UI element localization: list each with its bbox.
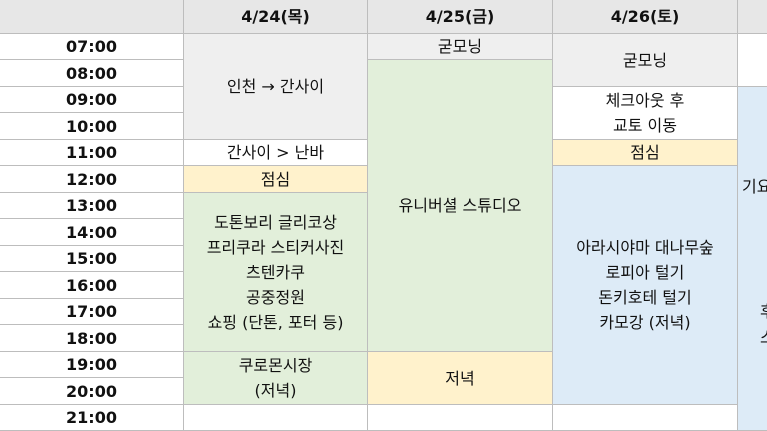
event-line: 공중정원 [246, 287, 305, 307]
event-line: 스 [760, 325, 767, 350]
event-line: 로피아 털기 [605, 263, 685, 282]
event-line: 아라시야마 대나무숲 [576, 238, 714, 257]
header-day-0427[interactable] [738, 0, 767, 34]
time-1200[interactable]: 12:00 [0, 166, 184, 193]
time-1000[interactable]: 10:00 [0, 113, 184, 140]
time-1900[interactable]: 19:00 [0, 352, 184, 378]
empty-cell-0426-2100[interactable] [553, 405, 738, 431]
header-day-0425[interactable]: 4/25(금) [368, 0, 553, 34]
event-line: 후 [760, 299, 767, 324]
time-0700[interactable]: 07:00 [0, 34, 184, 60]
event-line: 츠텐카쿠 [246, 262, 305, 282]
empty-cell-0424-2100[interactable] [184, 405, 368, 431]
event-universal-studio[interactable]: 유니버셜 스튜디오 [368, 60, 553, 352]
header-day-0424[interactable]: 4/24(목) [184, 0, 368, 34]
event-line: 쿠로몬시장 [238, 356, 313, 375]
time-1400[interactable]: 14:00 [0, 219, 184, 246]
time-2000[interactable]: 20:00 [0, 378, 184, 405]
event-line: 체크아웃 후 [605, 91, 685, 110]
time-1700[interactable]: 17:00 [0, 299, 184, 325]
time-1800[interactable]: 18:00 [0, 325, 184, 352]
event-kyoto-sightseeing[interactable]: 아라시야마 대나무숲 로피아 털기 돈키호테 털기 카모강 (저녁) [553, 166, 738, 405]
time-1300[interactable]: 13:00 [0, 193, 184, 219]
event-line: 기요 [742, 177, 767, 196]
event-lunch-0426[interactable]: 점심 [553, 140, 738, 166]
event-line: (저녁) [254, 381, 297, 400]
event-line: 도톤보리 글리코상 [214, 212, 337, 232]
event-line: 교토 이동 [613, 116, 677, 135]
event-good-morning-0425[interactable]: 굳모닝 [368, 34, 553, 60]
event-line: 카모강 (저녁) [599, 313, 691, 332]
event-good-morning-0426[interactable]: 굳모닝 [553, 34, 738, 87]
event-0427-block[interactable]: 기요 후 스 [738, 87, 767, 431]
event-osaka-sightseeing[interactable]: 도톤보리 글리코상 프리쿠라 스티커사진 츠텐카쿠 공중정원 쇼핑 (단톤, 포… [184, 193, 368, 352]
time-0800[interactable]: 08:00 [0, 60, 184, 87]
event-checkout-kyoto[interactable]: 체크아웃 후 교토 이동 [553, 87, 738, 140]
event-kansai-namba[interactable]: 간사이 > 난바 [184, 140, 368, 166]
time-2100[interactable]: 21:00 [0, 405, 184, 431]
event-line: 돈키호테 털기 [598, 288, 692, 307]
time-0900[interactable]: 09:00 [0, 87, 184, 113]
time-1100[interactable]: 11:00 [0, 140, 184, 166]
header-corner [0, 0, 184, 34]
event-line: 쇼핑 (단톤, 포터 등) [207, 312, 344, 332]
event-dinner-0425[interactable]: 저녁 [368, 352, 553, 405]
time-1500[interactable]: 15:00 [0, 246, 184, 272]
event-line: 프리쿠라 스티커사진 [206, 237, 345, 257]
empty-cell-0427-morning[interactable] [738, 34, 767, 87]
header-day-0426[interactable]: 4/26(토) [553, 0, 738, 34]
empty-cell-0425-2100[interactable] [368, 405, 553, 431]
time-1600[interactable]: 16:00 [0, 272, 184, 299]
event-lunch-0424[interactable]: 점심 [184, 166, 368, 193]
event-incheon-kansai[interactable]: 인천 → 간사이 [184, 34, 368, 140]
event-kuromon-market[interactable]: 쿠로몬시장 (저녁) [184, 352, 368, 405]
